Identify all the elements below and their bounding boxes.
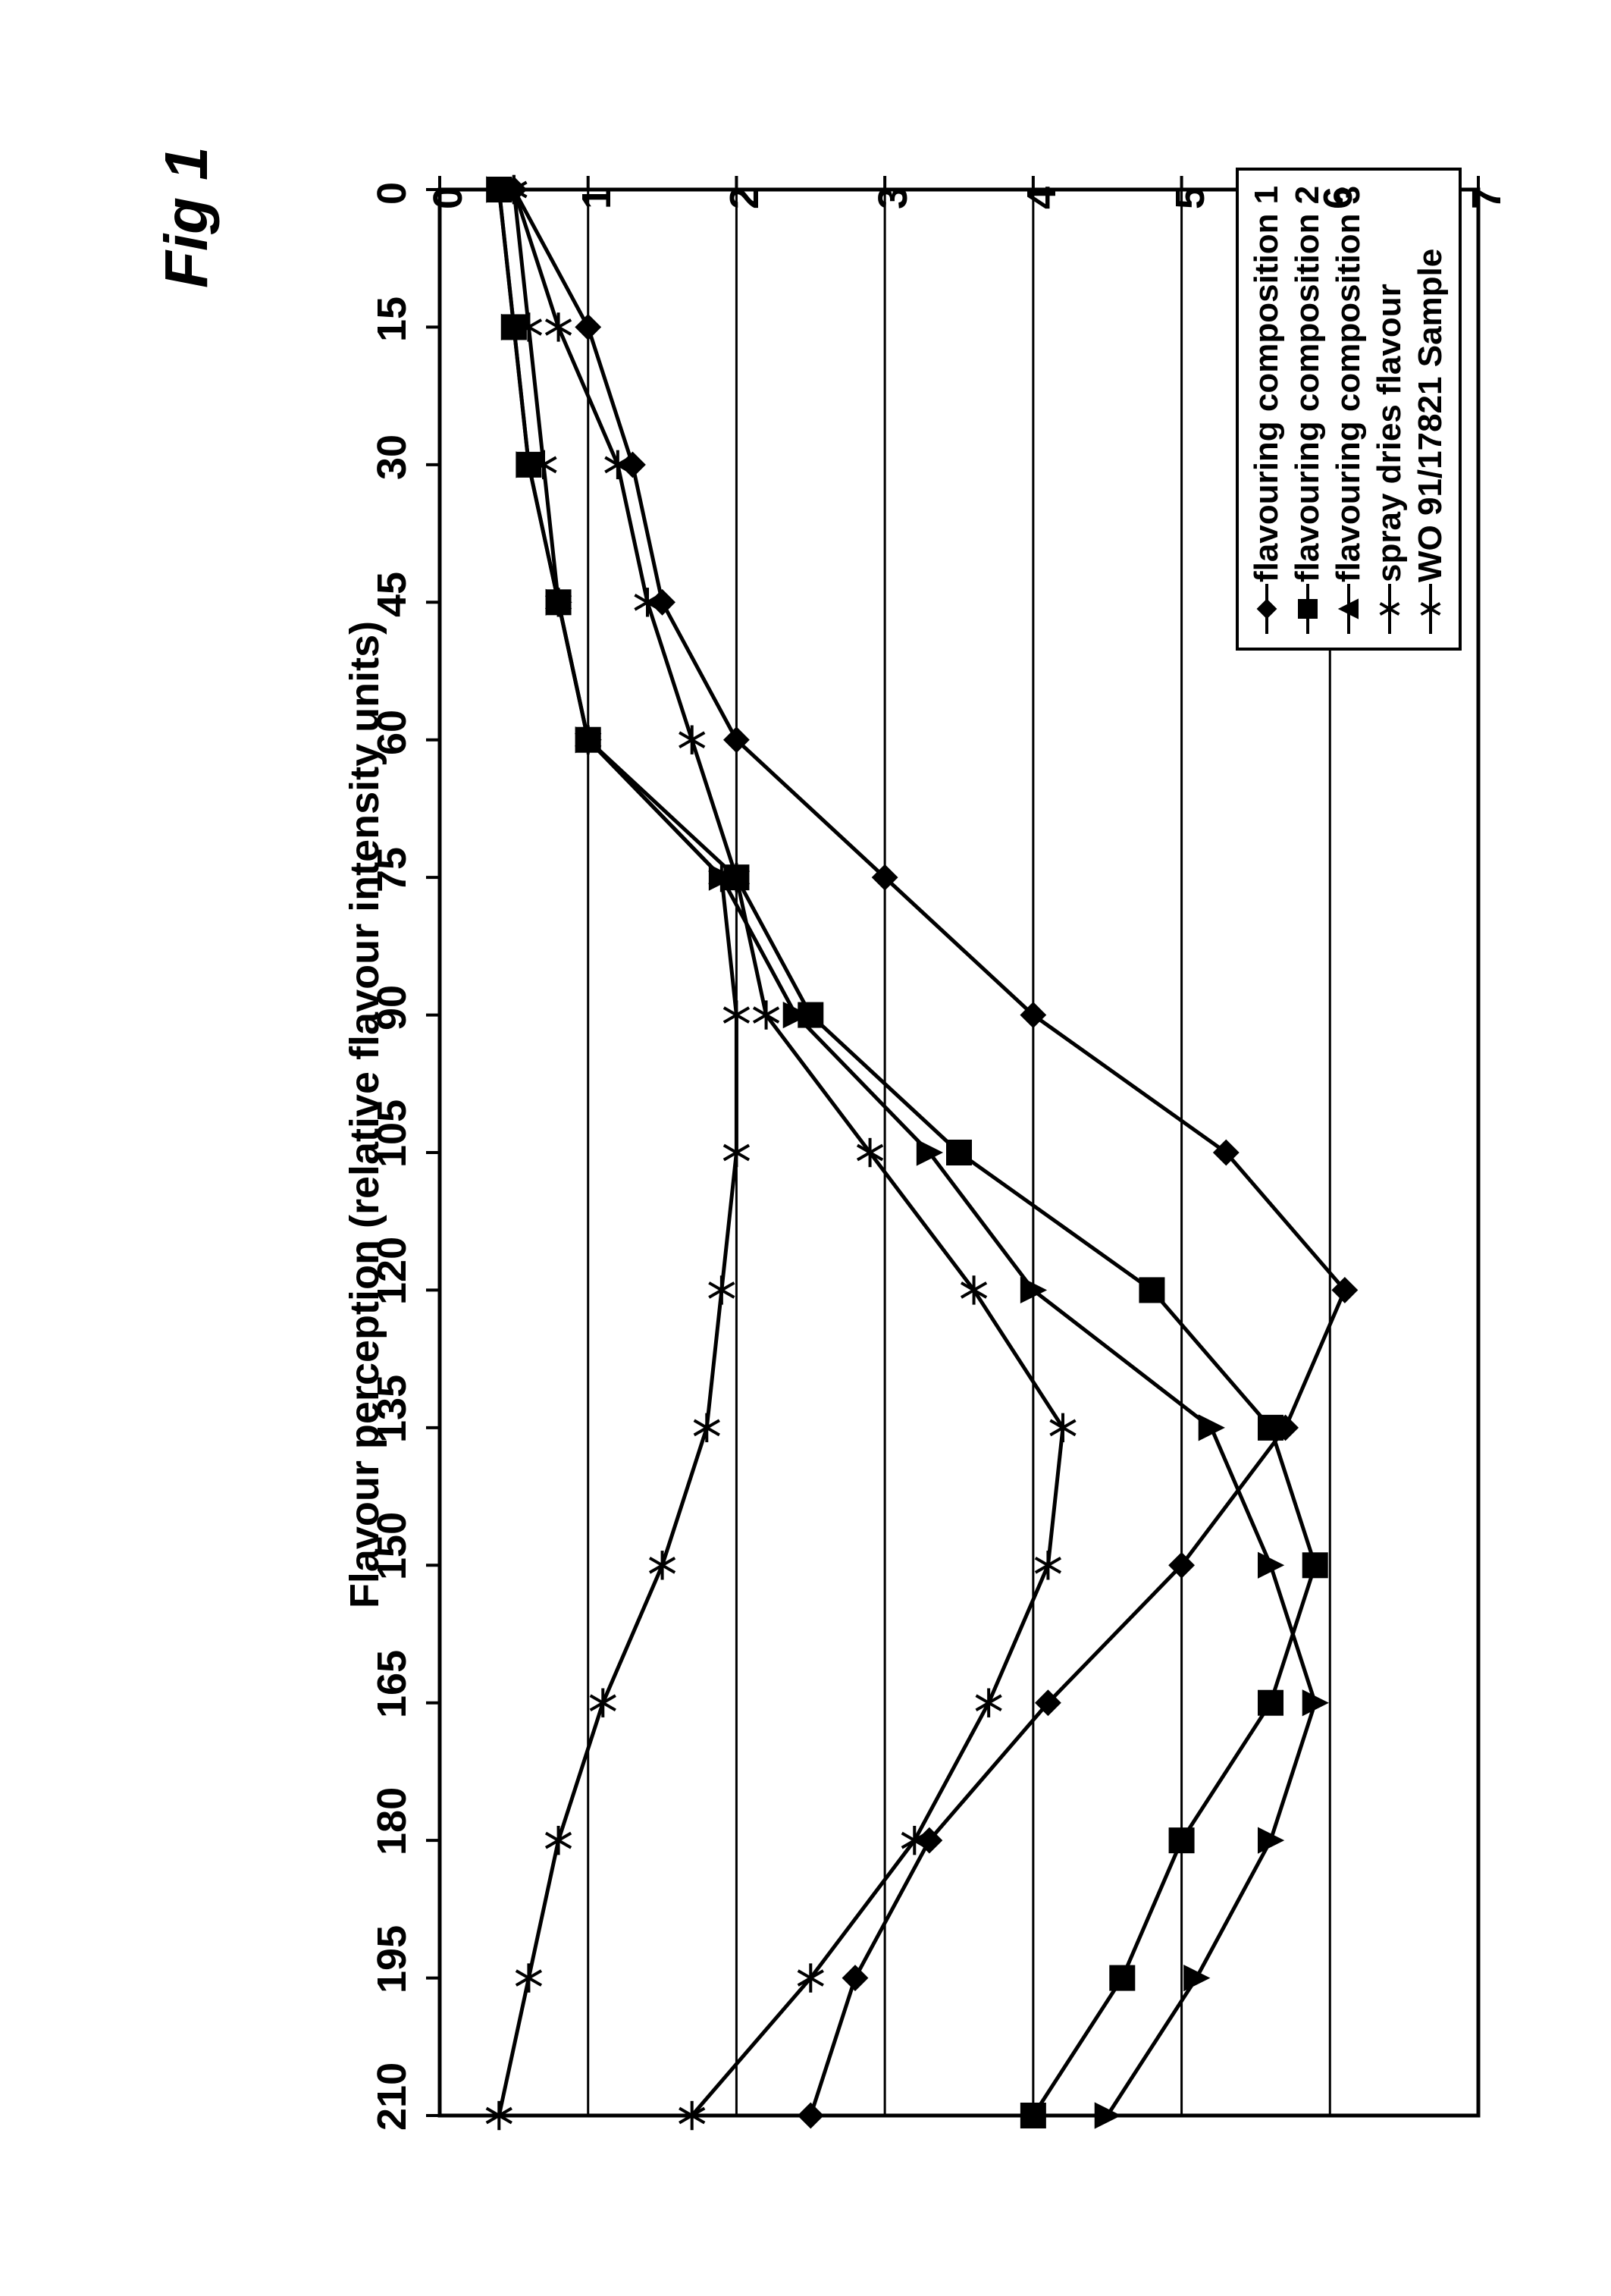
value-tick-label: 5	[1167, 187, 1214, 209]
legend-label: spray dries flavour	[1371, 284, 1409, 583]
legend-marker-triangle-icon	[1334, 582, 1364, 635]
legend-item: WO 91/17821 Sample	[1410, 177, 1451, 641]
time-tick-label: 210	[368, 2062, 415, 2131]
time-tick-label: 150	[368, 1512, 415, 1580]
legend-marker-star-icon	[1374, 582, 1405, 635]
time-tick-label: 90	[368, 984, 415, 1030]
legend-marker-star-icon	[1415, 582, 1446, 635]
value-tick-label: 7	[1463, 187, 1510, 209]
legend-marker-square-icon	[1293, 582, 1323, 635]
time-tick-label: 75	[368, 847, 415, 892]
legend: flavouring composition 1flavouring compo…	[1236, 168, 1462, 651]
legend-label: flavouring composition 3	[1330, 186, 1368, 582]
time-tick-label: 0	[368, 182, 415, 205]
time-tick-label: 120	[368, 1237, 415, 1305]
value-tick-label: 2	[721, 187, 768, 209]
value-tick-label: 1	[573, 187, 620, 209]
legend-item: flavouring composition 2	[1287, 177, 1328, 641]
page: Fig 1 Flavour perception (relative flavo…	[0, 0, 1611, 2296]
value-tick-label: 4	[1018, 187, 1065, 209]
time-tick-label: 165	[368, 1650, 415, 1718]
legend-item: flavouring composition 1	[1246, 177, 1287, 641]
value-tick-label: 3	[870, 187, 917, 209]
legend-item: flavouring composition 3	[1328, 177, 1369, 641]
time-tick-label: 195	[368, 1924, 415, 1993]
time-tick-label: 30	[368, 434, 415, 480]
time-tick-label: 60	[368, 710, 415, 755]
legend-label: flavouring composition 2	[1289, 186, 1327, 582]
legend-marker-diamond-icon	[1252, 582, 1282, 635]
time-tick-label: 180	[368, 1787, 415, 1855]
value-tick-label: 6	[1315, 187, 1362, 209]
time-tick-label: 15	[368, 296, 415, 342]
time-tick-label: 105	[368, 1099, 415, 1168]
legend-item: spray dries flavour	[1369, 177, 1410, 641]
time-tick-label: 45	[368, 572, 415, 617]
time-tick-label: 135	[368, 1375, 415, 1443]
legend-label: WO 91/17821 Sample	[1412, 249, 1450, 582]
value-tick-label: 0	[425, 187, 472, 209]
legend-label: flavouring composition 1	[1248, 186, 1286, 582]
